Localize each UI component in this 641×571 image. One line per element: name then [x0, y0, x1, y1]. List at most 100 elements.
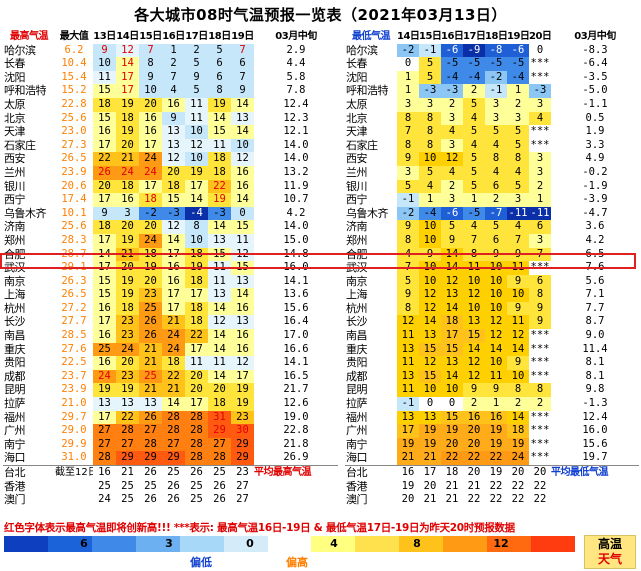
low-temp-cell: 3 — [397, 97, 419, 112]
low-header-cell: 17日 — [463, 31, 485, 42]
high-temp-cell: 28 — [162, 410, 185, 425]
avg-low: 8.1 — [585, 356, 605, 369]
high-temp-cell: 16 — [231, 165, 254, 180]
high-temp-cell: 18 — [208, 165, 231, 180]
high-temp-cell: 22 — [116, 410, 139, 425]
low-row: 太原 3 3 2 5 3 2 3 -1.1 — [345, 97, 639, 112]
avg-high: 14.0 — [283, 138, 309, 151]
high-header-cell: 最大值 — [59, 31, 89, 42]
city-name: 武汉 — [346, 261, 368, 275]
low-temp-cell: 2 — [441, 179, 463, 194]
city-name: 天津 — [346, 125, 368, 139]
high-temp-cell: 26 — [139, 315, 162, 330]
avg-high: 14.0 — [283, 220, 309, 233]
avg-high: 26.9 — [283, 451, 309, 464]
low-extra-row: 澳门 20 21 21 22 22 22 22 — [345, 493, 639, 507]
high-temp-cell: 14 — [231, 97, 254, 112]
high-temp-cell: 13 — [162, 125, 185, 139]
high-temp-cell: 7 — [162, 70, 185, 85]
city-name: 北京 — [346, 111, 368, 125]
high-temp-cell: 16 — [93, 329, 116, 343]
high-temp-cell: 17 — [139, 138, 162, 153]
low-temp-cell: 21 — [467, 479, 481, 492]
low-temp-cell: 1 — [397, 84, 419, 98]
low-temp-cell: 12 — [463, 288, 485, 302]
low-temp-cell: 3 — [485, 111, 507, 126]
low-temp-cell: 21 — [445, 479, 459, 492]
low-row: 重庆 13 15 15 14 14 14 *** 11.4 — [345, 342, 639, 357]
high-row: 福州 29.7 17 22 26 28 28 31 23 19.0 — [3, 410, 338, 425]
city-name: 台北 — [3, 464, 55, 480]
low-temp-cell: 0 — [441, 397, 463, 411]
high-header-cell: 15日 — [139, 31, 162, 42]
avg-high: 14.1 — [283, 274, 309, 287]
high-temp-cell: 12 — [231, 247, 254, 262]
city-name: 银川 — [346, 179, 368, 193]
record-high: 23.7 — [61, 369, 87, 382]
warm-box-line2: 天气 — [597, 552, 622, 566]
low-temp-cell: *** — [529, 451, 551, 466]
high-temp-cell: 0 — [231, 206, 254, 221]
record-high: 28.5 — [61, 329, 87, 342]
record-high: 15.2 — [61, 84, 87, 97]
high-temp-cell: 26 — [167, 493, 180, 506]
high-temp-cell: 25 — [144, 479, 157, 492]
high-temp-cell: 17 — [93, 261, 116, 275]
city-name: 广州 — [4, 424, 26, 438]
low-temp-cell: -2 — [397, 43, 419, 58]
low-temp-cell: -3 — [529, 84, 551, 98]
low-temp-cell: 18 — [441, 464, 463, 480]
high-temp-cell: 29 — [116, 451, 139, 466]
city-name: 沈阳 — [4, 70, 26, 84]
high-temp-cell: 19 — [185, 165, 208, 180]
high-row: 郑州 28.3 17 19 24 14 10 13 11 15.0 — [3, 233, 338, 248]
high-header-cell: 03月中旬 — [275, 31, 317, 42]
avg-low: 16.0 — [582, 424, 608, 437]
high-temp-cell: 27 — [93, 424, 116, 438]
record-high: 27.6 — [61, 342, 87, 355]
high-temp-cell: 18 — [116, 301, 139, 316]
low-row: 昆明 11 10 10 9 9 8 8 9.8 — [345, 383, 639, 398]
legend-swatch — [443, 536, 488, 552]
legend-tick: 0 — [246, 537, 254, 550]
high-row: 长沙 27.7 17 23 26 21 18 12 13 16.4 — [3, 315, 338, 330]
high-temp-cell: 18 — [185, 315, 208, 330]
high-temp-cell: 15 — [93, 288, 116, 302]
low-temp-cell: 3 — [507, 193, 529, 207]
high-temp-cell: 2 — [162, 57, 185, 71]
high-temp-cell: 24 — [139, 152, 162, 166]
low-temp-cell: 2 — [529, 179, 551, 194]
low-temp-cell: -1 — [397, 193, 419, 207]
low-temp-cell: -1 — [485, 84, 507, 98]
low-temp-cell: *** — [529, 329, 551, 343]
high-temp-cell: 17 — [93, 233, 116, 248]
low-temp-cell: 4 — [441, 125, 463, 139]
high-temp-cell: -3 — [208, 206, 231, 221]
extra-note — [551, 493, 639, 507]
low-temp-cell: 3 — [529, 165, 551, 180]
low-temp-cell: 9 — [507, 247, 529, 262]
high-temp-cell: 26 — [144, 493, 157, 506]
low-temp-cell: 12 — [419, 288, 441, 302]
low-temp-cell: 8 — [397, 233, 419, 248]
low-temp-cell: 4 — [485, 165, 507, 180]
low-temp-cell: 22 — [511, 493, 525, 506]
low-temp-cell: -2 — [397, 206, 419, 221]
high-header-cell: 19日 — [231, 31, 254, 42]
legend-label-warm: 偏高 — [286, 556, 308, 569]
low-row: 兰州 3 5 4 5 4 4 3 -0.2 — [345, 165, 639, 180]
avg-high: 13.2 — [283, 165, 309, 178]
low-temp-cell: 7 — [463, 233, 485, 248]
high-extra-row: 香港 25 25 25 26 25 26 27 — [3, 480, 338, 494]
low-temp-cell: 6 — [529, 274, 551, 289]
high-temp-cell: 21 — [116, 152, 139, 166]
high-temp-cell: 28 — [139, 437, 162, 452]
low-temp-cell: 7 — [529, 247, 551, 262]
high-temp-cell: 20 — [116, 356, 139, 370]
high-row: 济南 25.6 18 20 20 12 8 14 15 14.0 — [3, 220, 338, 234]
high-temp-cell: 29 — [231, 437, 254, 452]
high-temp-cell: 7 — [231, 70, 254, 85]
high-temp-cell: 23 — [139, 288, 162, 302]
low-temp-cell: 9 — [507, 356, 529, 370]
high-temp-cell: 20 — [185, 383, 208, 398]
